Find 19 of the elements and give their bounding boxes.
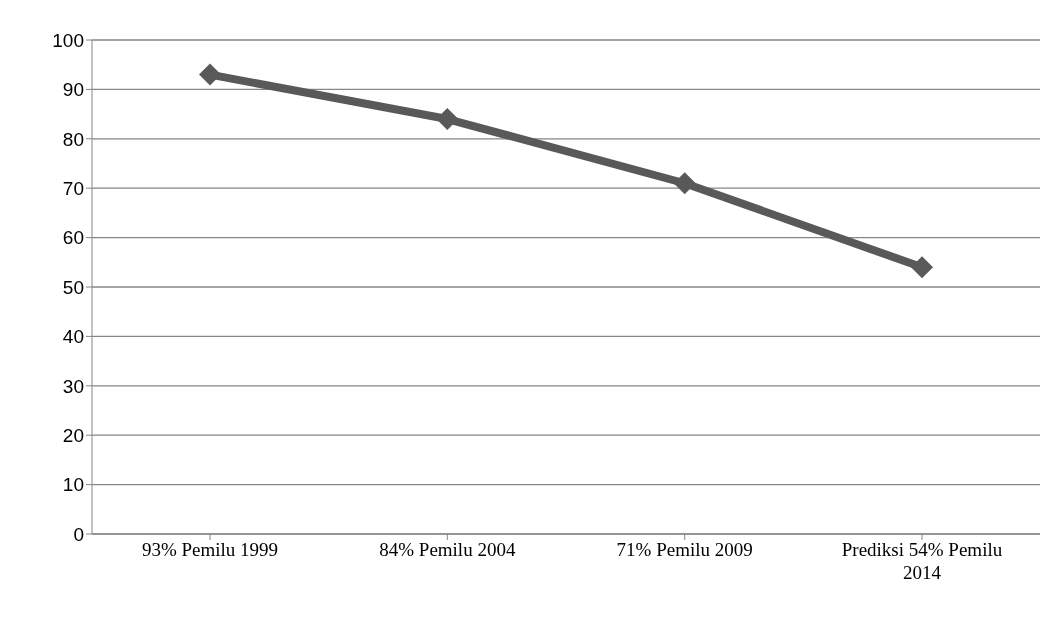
y-tick-label: 80 (62, 128, 84, 150)
x-tick-label: Prediksi 54% Pemilu 2014 (841, 539, 1003, 583)
y-tick-label: 20 (62, 424, 84, 446)
y-tick-label: 90 (62, 79, 84, 101)
x-tick-label: 71% Pemilu 2009 (616, 539, 753, 560)
y-tick-label: 70 (62, 177, 84, 199)
x-tick-label: 84% Pemilu 2004 (379, 539, 516, 560)
y-tick-label: 10 (62, 474, 84, 496)
y-tick-label: 0 (73, 523, 84, 545)
y-tick-label: 40 (62, 326, 84, 348)
point (199, 63, 221, 86)
y-tick-label: 50 (62, 276, 84, 298)
point (436, 108, 459, 131)
x-tick-label: 93% Pemilu 1999 (141, 539, 279, 560)
y-tick-label: 30 (62, 375, 84, 397)
y-tick-label: 60 (62, 227, 84, 249)
y-tick-label: 100 (52, 29, 84, 51)
point (673, 172, 696, 195)
point (911, 256, 933, 279)
